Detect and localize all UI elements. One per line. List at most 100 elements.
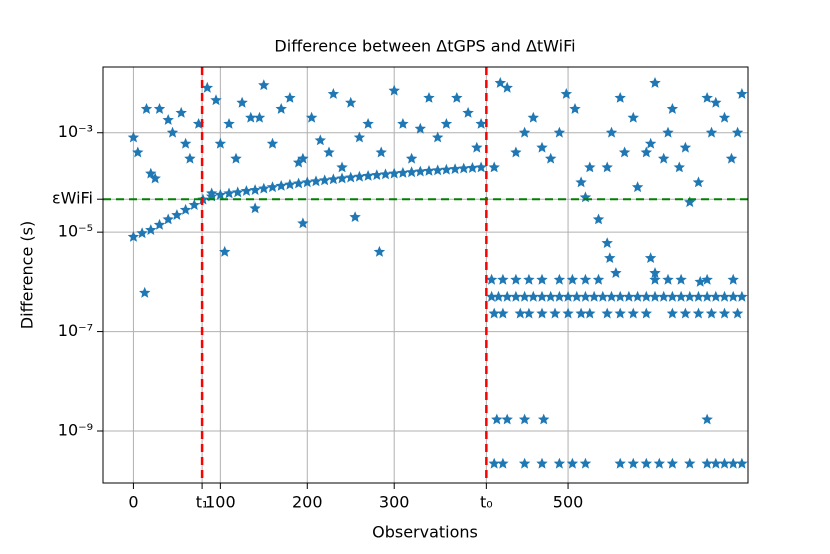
point xyxy=(362,118,374,129)
point xyxy=(373,245,386,257)
point xyxy=(206,187,218,199)
point xyxy=(184,152,196,164)
point xyxy=(266,137,279,149)
point xyxy=(397,118,409,129)
point xyxy=(485,273,498,285)
point xyxy=(692,307,705,319)
point xyxy=(666,457,679,469)
point xyxy=(232,186,244,198)
point xyxy=(292,156,305,168)
point xyxy=(210,94,222,106)
x-tick-label: t₁ xyxy=(196,493,209,512)
point xyxy=(223,187,235,199)
x-tick-label: 300 xyxy=(379,493,410,512)
point xyxy=(301,176,313,188)
point xyxy=(345,171,357,183)
point xyxy=(488,457,500,469)
point xyxy=(149,172,161,184)
point xyxy=(179,203,192,215)
point xyxy=(310,175,322,187)
point xyxy=(253,111,266,123)
point xyxy=(710,290,722,302)
point xyxy=(727,273,739,285)
point xyxy=(701,457,713,469)
point xyxy=(631,290,644,302)
x-tick-label: 500 xyxy=(553,493,584,512)
point xyxy=(510,273,522,285)
point xyxy=(501,290,513,302)
point xyxy=(327,88,340,99)
point xyxy=(305,111,318,123)
point xyxy=(388,84,400,96)
point xyxy=(549,307,561,319)
point xyxy=(731,126,744,138)
point xyxy=(201,81,213,93)
point xyxy=(145,224,157,235)
point xyxy=(379,168,392,180)
point xyxy=(219,245,231,257)
point xyxy=(673,161,685,173)
point xyxy=(592,213,605,225)
point xyxy=(614,457,626,469)
point xyxy=(623,290,635,302)
point xyxy=(631,181,644,193)
point xyxy=(451,92,463,103)
point xyxy=(166,126,179,138)
point xyxy=(718,457,731,469)
point xyxy=(692,176,705,188)
point xyxy=(562,307,574,319)
point xyxy=(284,178,296,190)
point xyxy=(510,290,522,302)
point xyxy=(349,211,361,222)
point xyxy=(684,457,696,469)
point xyxy=(132,146,144,158)
point xyxy=(139,286,151,298)
point xyxy=(527,111,539,123)
point xyxy=(140,103,153,114)
point xyxy=(566,273,579,285)
y-tick-label: 10⁻⁷ xyxy=(58,321,93,340)
point xyxy=(423,165,435,176)
point xyxy=(405,166,418,178)
point xyxy=(371,169,383,180)
point xyxy=(488,307,500,319)
point xyxy=(245,111,257,123)
point xyxy=(601,161,613,173)
point xyxy=(614,307,626,319)
point xyxy=(397,167,409,178)
point xyxy=(497,273,509,285)
point xyxy=(462,106,474,118)
point xyxy=(614,290,626,302)
point xyxy=(440,118,453,129)
y-tick-label: εWiFi xyxy=(52,189,93,208)
point xyxy=(449,163,461,174)
point xyxy=(275,180,287,191)
point xyxy=(725,152,738,164)
y-tick-label: 10⁻⁹ xyxy=(58,421,93,440)
point xyxy=(514,307,526,319)
point xyxy=(536,141,548,153)
point xyxy=(475,161,487,173)
point xyxy=(214,189,227,200)
point xyxy=(710,96,722,108)
point xyxy=(588,290,600,302)
point xyxy=(575,176,587,188)
point xyxy=(323,146,335,158)
plot-frame xyxy=(102,66,749,484)
point xyxy=(136,227,148,239)
point xyxy=(497,457,509,469)
point xyxy=(258,182,270,194)
point xyxy=(492,290,505,302)
point xyxy=(466,162,479,173)
point xyxy=(627,307,639,319)
point xyxy=(575,307,587,319)
point xyxy=(488,161,500,173)
point xyxy=(266,181,279,193)
point xyxy=(666,103,679,114)
point xyxy=(644,137,657,149)
point xyxy=(640,307,652,319)
x-tick-label: 0 xyxy=(128,493,138,512)
point xyxy=(319,174,331,186)
point xyxy=(171,209,183,220)
